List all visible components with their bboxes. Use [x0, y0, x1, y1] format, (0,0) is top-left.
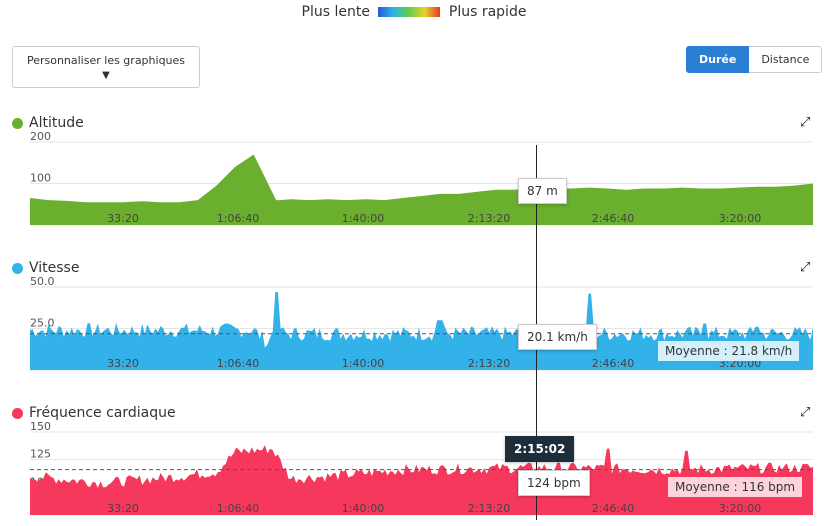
legend-fast-label: Plus rapide	[448, 4, 527, 20]
expand-icon[interactable]: ⤢	[800, 115, 811, 130]
y-tick-label: 25.0	[30, 317, 55, 330]
cursor-time-label: 2:15:02	[505, 436, 575, 462]
speed-chart: 50.025.00.033:201:06:401:40:002:13:202:4…	[30, 275, 813, 371]
expand-icon[interactable]: ⤢	[800, 260, 811, 275]
x-tick-label: 1:06:40	[217, 212, 259, 225]
speed-average-label: Moyenne : 21.8 km/h	[658, 341, 800, 361]
axis-mode-toggle: Durée Distance	[686, 46, 823, 73]
series-area	[30, 292, 813, 370]
x-tick-label: 33:20	[107, 212, 139, 225]
heart-rate-dot-icon	[12, 407, 23, 419]
speed-legend: Plus lente Plus rapide	[0, 4, 828, 20]
heart-rate-title-text: Fréquence cardiaque	[29, 405, 176, 421]
x-tick-label: 1:06:40	[217, 502, 259, 515]
x-tick-label: 2:46:40	[592, 212, 634, 225]
x-tick-label: 2:13:20	[468, 212, 510, 225]
x-tick-label: 2:46:40	[592, 502, 634, 515]
x-tick-label: 33:20	[107, 357, 139, 370]
expand-icon[interactable]: ⤢	[800, 405, 811, 420]
speed-chart-title: Vitesse	[12, 260, 79, 276]
legend-slow-label: Plus lente	[301, 4, 370, 20]
altitude-dot-icon	[12, 117, 23, 129]
series-area	[30, 445, 813, 515]
y-tick-label: 200	[30, 130, 51, 143]
speed-title-text: Vitesse	[29, 260, 80, 276]
x-tick-label: 1:40:00	[342, 212, 384, 225]
y-tick-label: 150	[30, 420, 51, 433]
y-tick-label: 100	[30, 172, 51, 185]
heart-rate-chart-title: Fréquence cardiaque	[12, 405, 176, 421]
speed-gradient-bar	[378, 7, 441, 17]
speed-dot-icon	[12, 262, 23, 274]
altitude-chart: 200100033:201:06:401:40:002:13:202:46:40…	[30, 130, 813, 226]
x-tick-label: 2:13:20	[468, 502, 510, 515]
duration-toggle-button[interactable]: Durée	[686, 46, 750, 73]
altitude-chart-title: Altitude	[12, 115, 84, 131]
altitude-tooltip: 87 m	[518, 178, 567, 204]
customize-charts-label: Personnaliser les graphiques	[26, 54, 186, 67]
x-tick-label: 33:20	[107, 502, 139, 515]
heart-rate-average-label: Moyenne : 116 bpm	[668, 477, 803, 497]
series-area	[30, 154, 813, 225]
heart-rate-tooltip: 124 bpm	[518, 470, 590, 496]
speed-tooltip: 20.1 km/h	[518, 324, 597, 350]
altitude-title-text: Altitude	[29, 115, 84, 131]
x-tick-label: 3:20:00	[719, 212, 761, 225]
customize-charts-dropdown[interactable]: Personnaliser les graphiques ▼	[12, 46, 200, 88]
x-tick-label: 1:40:00	[342, 502, 384, 515]
x-tick-label: 1:40:00	[342, 357, 384, 370]
dropdown-caret-icon: ▼	[102, 70, 110, 81]
y-tick-label: 50.0	[30, 275, 55, 288]
heart-rate-chart: 1501251007533:201:06:401:40:002:13:202:4…	[30, 420, 813, 516]
x-tick-label: 3:20:00	[719, 502, 761, 515]
x-tick-label: 2:46:40	[592, 357, 634, 370]
x-tick-label: 2:13:20	[468, 357, 510, 370]
x-tick-label: 1:06:40	[217, 357, 259, 370]
distance-toggle-button[interactable]: Distance	[749, 46, 823, 73]
y-tick-label: 125	[30, 448, 51, 461]
